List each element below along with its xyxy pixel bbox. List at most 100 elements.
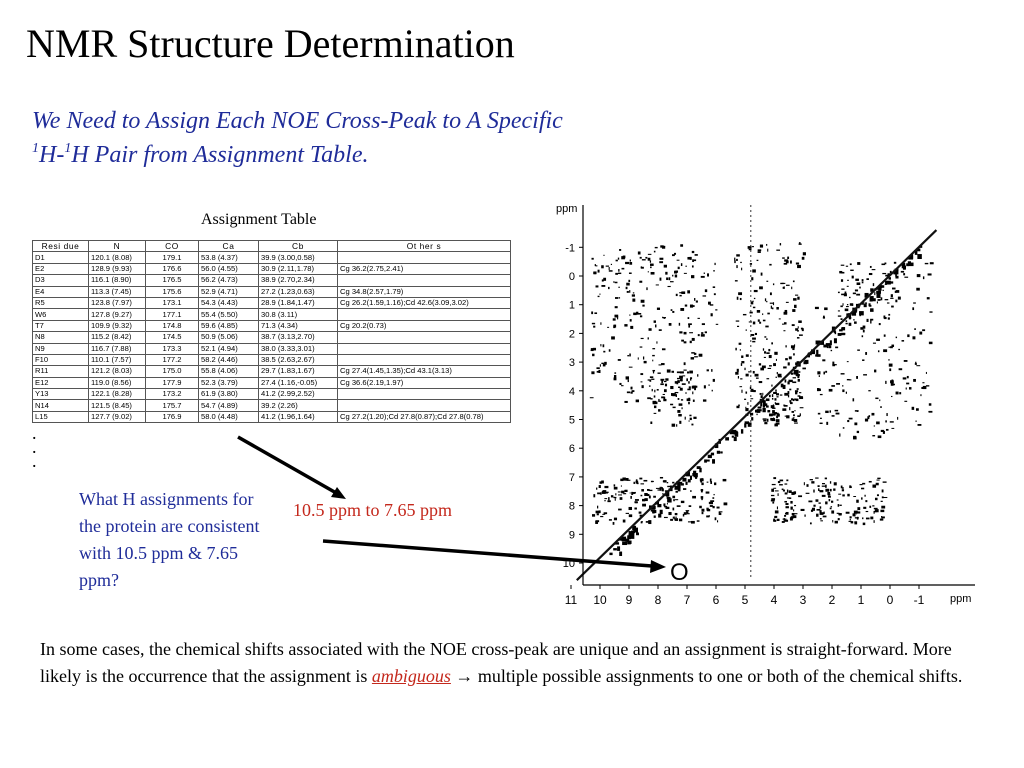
peak-dot [867, 416, 870, 420]
peak-dot [622, 519, 626, 523]
peak-dot [667, 485, 672, 488]
peak-dot [596, 513, 599, 516]
diagonal-peak [859, 311, 864, 316]
peak-dot [868, 390, 871, 392]
peak-dot [889, 270, 892, 274]
question-text: What H assignments for the protein are c… [79, 489, 260, 590]
dot: . [32, 437, 37, 457]
peak-dot [771, 397, 774, 400]
peak-dot [613, 496, 616, 499]
diagonal-peak [757, 406, 762, 409]
peak-dot [882, 272, 887, 275]
peak-dot [676, 371, 681, 374]
peak-dot [797, 378, 800, 382]
diagonal-peak [914, 250, 918, 255]
peak-dot [611, 336, 615, 340]
peak-dot [640, 494, 643, 497]
peak-dot [853, 496, 857, 498]
peak-dot [854, 511, 859, 514]
peak-dot [859, 484, 863, 486]
peak-dot [890, 383, 894, 386]
peak-dot [666, 503, 668, 505]
peak-dot [595, 285, 599, 288]
peak-dot [696, 520, 700, 522]
peak-dot [890, 346, 893, 349]
peak-dot [856, 282, 861, 286]
peak-dot [664, 383, 668, 387]
peak-dot [679, 420, 682, 424]
peak-dot [784, 392, 789, 396]
peak-dot [775, 389, 777, 392]
peak-dot [914, 363, 917, 365]
peak-dot [848, 417, 853, 420]
peak-dot [828, 345, 832, 349]
diagonal-peak [762, 403, 765, 408]
peak-dot [636, 482, 639, 485]
diagonal-peak [707, 454, 712, 459]
ambiguous-link[interactable]: ambiguous [371, 666, 451, 686]
diagonal-peak [762, 407, 766, 413]
table-row: L15 127.7 (9.02) 176.9 58.0 (4.48) 41.2 (1.9… [32, 410, 511, 424]
peak-dot [603, 254, 605, 256]
diagonal-peak [685, 471, 690, 477]
peak-dot [842, 389, 845, 393]
peak-dot [714, 262, 716, 266]
diagonal-peak [666, 496, 671, 500]
peak-dot [880, 509, 885, 513]
peak-dot [817, 371, 821, 375]
peak-dot [881, 515, 883, 518]
peak-dot [759, 321, 762, 324]
diagonal-peak [872, 298, 876, 302]
peak-dot [617, 272, 622, 275]
peak-dot [688, 420, 690, 422]
table-row: E4 113.3 (7.45) 175.6 52.9 (4.71) 27.2 (1.23… [32, 285, 511, 298]
peak-dot [687, 388, 691, 391]
peak-dot [750, 301, 754, 305]
x-axis: 11 10 9 8 7 6 5 4 3 2 1 0 -1 [565, 584, 975, 607]
peak-dot [852, 398, 855, 402]
peak-dot [668, 277, 671, 281]
peak-dot [650, 263, 654, 266]
peak-dot [823, 371, 826, 375]
peak-dot [608, 349, 611, 352]
table-row: R5 123.8 (7.97) 173.1 54.3 (4.43) 28.9 (1.84… [32, 296, 511, 310]
peak-dot [688, 381, 690, 384]
peak-dot [656, 341, 658, 344]
peak-dot [597, 505, 599, 509]
peak-dot [891, 344, 895, 348]
peak-dot [703, 272, 706, 274]
peak-dot [672, 406, 676, 409]
peak-dot [892, 287, 896, 290]
peak-dot [648, 495, 651, 499]
diagonal-peak [627, 536, 631, 540]
peak-dot [666, 495, 668, 498]
y-tick-label: 5 [569, 415, 575, 427]
peak-dot [709, 304, 714, 306]
peak-dot [813, 504, 816, 507]
peak-dot [718, 511, 723, 513]
peak-dot [876, 301, 878, 304]
peak-dot [666, 277, 669, 281]
peak-dot [628, 514, 633, 518]
peak-dot [614, 496, 617, 499]
peak-dot [769, 365, 772, 367]
peak-dot [821, 494, 826, 497]
peak-dot [626, 282, 630, 286]
diagonal-peak [916, 248, 921, 252]
peak-dot [792, 417, 795, 419]
peak-dot [687, 521, 692, 523]
peak-dot [630, 325, 634, 329]
peak-dot [827, 495, 831, 498]
peak-dot [646, 489, 650, 491]
peak-dot [628, 366, 633, 368]
peak-dot [658, 409, 661, 412]
peak-dot [624, 324, 628, 327]
peak-dot [842, 385, 844, 387]
peak-dot [691, 275, 695, 279]
peak-dot [652, 480, 654, 483]
peak-dot [881, 505, 886, 509]
peak-dot [689, 340, 692, 344]
peak-dot [655, 487, 660, 489]
x-tick-label: 6 [713, 593, 720, 607]
peak-dot [613, 325, 616, 329]
